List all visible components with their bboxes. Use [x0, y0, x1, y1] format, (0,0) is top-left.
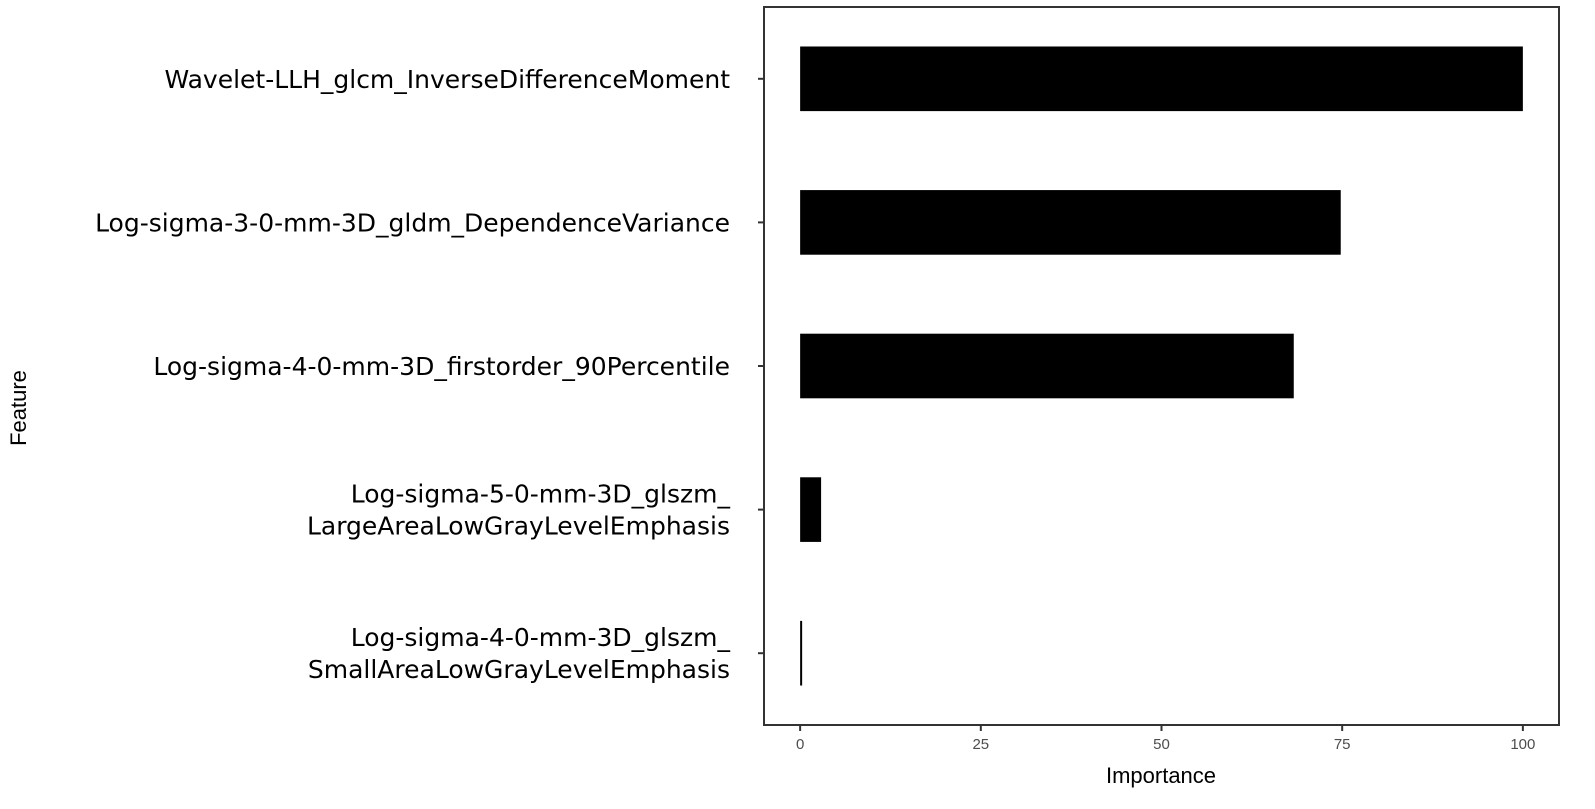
x-tick-label: 100 — [1510, 736, 1535, 753]
bar — [800, 333, 1294, 399]
bar — [800, 620, 803, 686]
x-tick-label: 0 — [796, 736, 804, 753]
x-tick-label: 25 — [972, 736, 989, 753]
x-tick-label: 50 — [1153, 736, 1170, 753]
category-label: Wavelet-LLH_glcm_InverseDifferenceMoment — [164, 65, 730, 94]
category-label: SmallAreaLowGrayLevelEmphasis — [308, 655, 730, 684]
category-label: Log-sigma-3-0-mm-3D_gldm_DependenceVaria… — [95, 208, 730, 237]
x-tick-label: 75 — [1334, 736, 1351, 753]
category-label: Log-sigma-5-0-mm-3D_glszm_ — [351, 480, 731, 509]
category-label: LargeAreaLowGrayLevelEmphasis — [307, 512, 730, 541]
bar — [800, 46, 1523, 112]
y-axis-title: Feature — [6, 370, 31, 446]
bar — [800, 190, 1341, 255]
bar — [800, 477, 822, 542]
category-label: Log-sigma-4-0-mm-3D_glszm_ — [351, 623, 731, 652]
category-label: Log-sigma-4-0-mm-3D_firstorder_90Percent… — [153, 352, 730, 381]
x-axis-title: Importance — [1106, 763, 1216, 788]
